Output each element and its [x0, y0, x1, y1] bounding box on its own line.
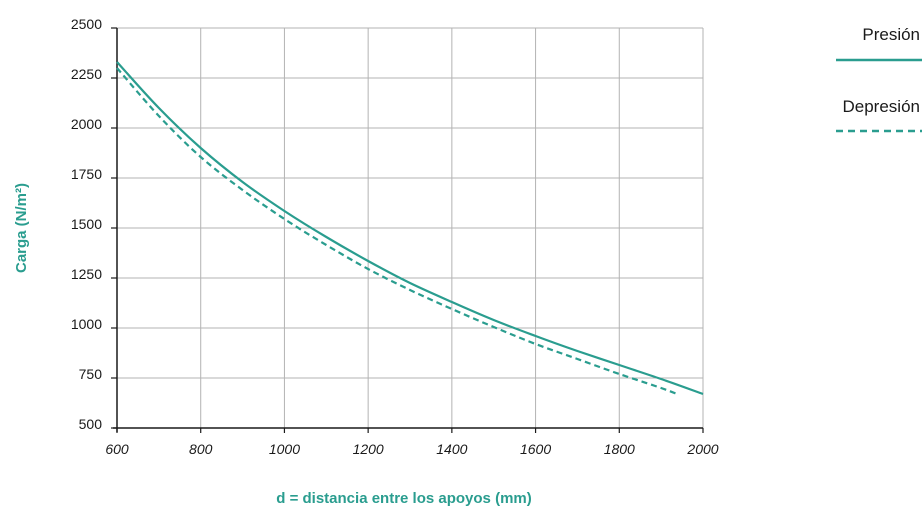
y-tick-label: 2500	[71, 16, 102, 32]
y-tick-label: 2250	[71, 66, 102, 82]
x-tick-label: 1800	[604, 441, 635, 457]
x-tick-label: 600	[105, 441, 129, 457]
x-tick-label: 1400	[436, 441, 467, 457]
y-tick-label: 2000	[71, 116, 102, 132]
y-tick-label: 500	[79, 416, 103, 432]
y-tick-label: 750	[79, 366, 103, 382]
axes	[111, 27, 704, 433]
x-tick-label: 2000	[686, 441, 718, 457]
grid	[117, 27, 704, 428]
y-tick-label: 1250	[71, 266, 102, 282]
y-tick-label: 1000	[71, 316, 102, 332]
legend-label: Depresión	[843, 97, 921, 116]
y-axis-title: Carga (N/m²)	[13, 183, 30, 273]
y-tick-label: 1750	[71, 166, 102, 182]
y-tick-labels: 500 750 1000 1250 1500 1750 2000 2250 2500	[71, 16, 102, 432]
x-tick-labels: 600 800 1000 1200 1400 1600 1800 2000	[105, 441, 718, 457]
x-tick-label: 800	[189, 441, 213, 457]
legend: Presión Depresión	[836, 25, 922, 133]
x-tick-label: 1600	[520, 441, 551, 457]
x-axis-title: d = distancia entre los apoyos (mm)	[276, 490, 531, 507]
series-line-presion	[116, 61, 704, 396]
series-line-depresion	[116, 67, 679, 396]
series-lines	[116, 61, 704, 396]
x-tick-label: 1200	[353, 441, 384, 457]
x-tick-label: 1000	[269, 441, 300, 457]
legend-label: Presión	[862, 25, 920, 44]
y-tick-label: 1500	[71, 216, 102, 232]
